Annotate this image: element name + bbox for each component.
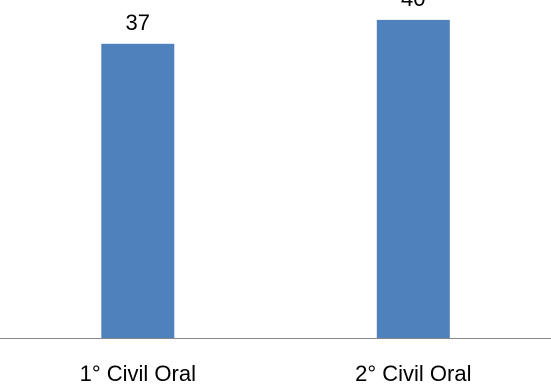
- x-tick-labels-group: 1° Civil Oral 2° Civil Oral: [80, 361, 472, 386]
- x-tick-label-1: 1° Civil Oral: [80, 361, 196, 386]
- data-label-1: 37: [126, 10, 150, 35]
- x-tick-label-2: 2° Civil Oral: [355, 361, 471, 386]
- data-labels-group: 37 40: [126, 0, 426, 35]
- data-label-2: 40: [401, 0, 425, 11]
- bars-group: [101, 19, 450, 339]
- bar-2: [376, 19, 450, 339]
- bar-1: [101, 43, 175, 339]
